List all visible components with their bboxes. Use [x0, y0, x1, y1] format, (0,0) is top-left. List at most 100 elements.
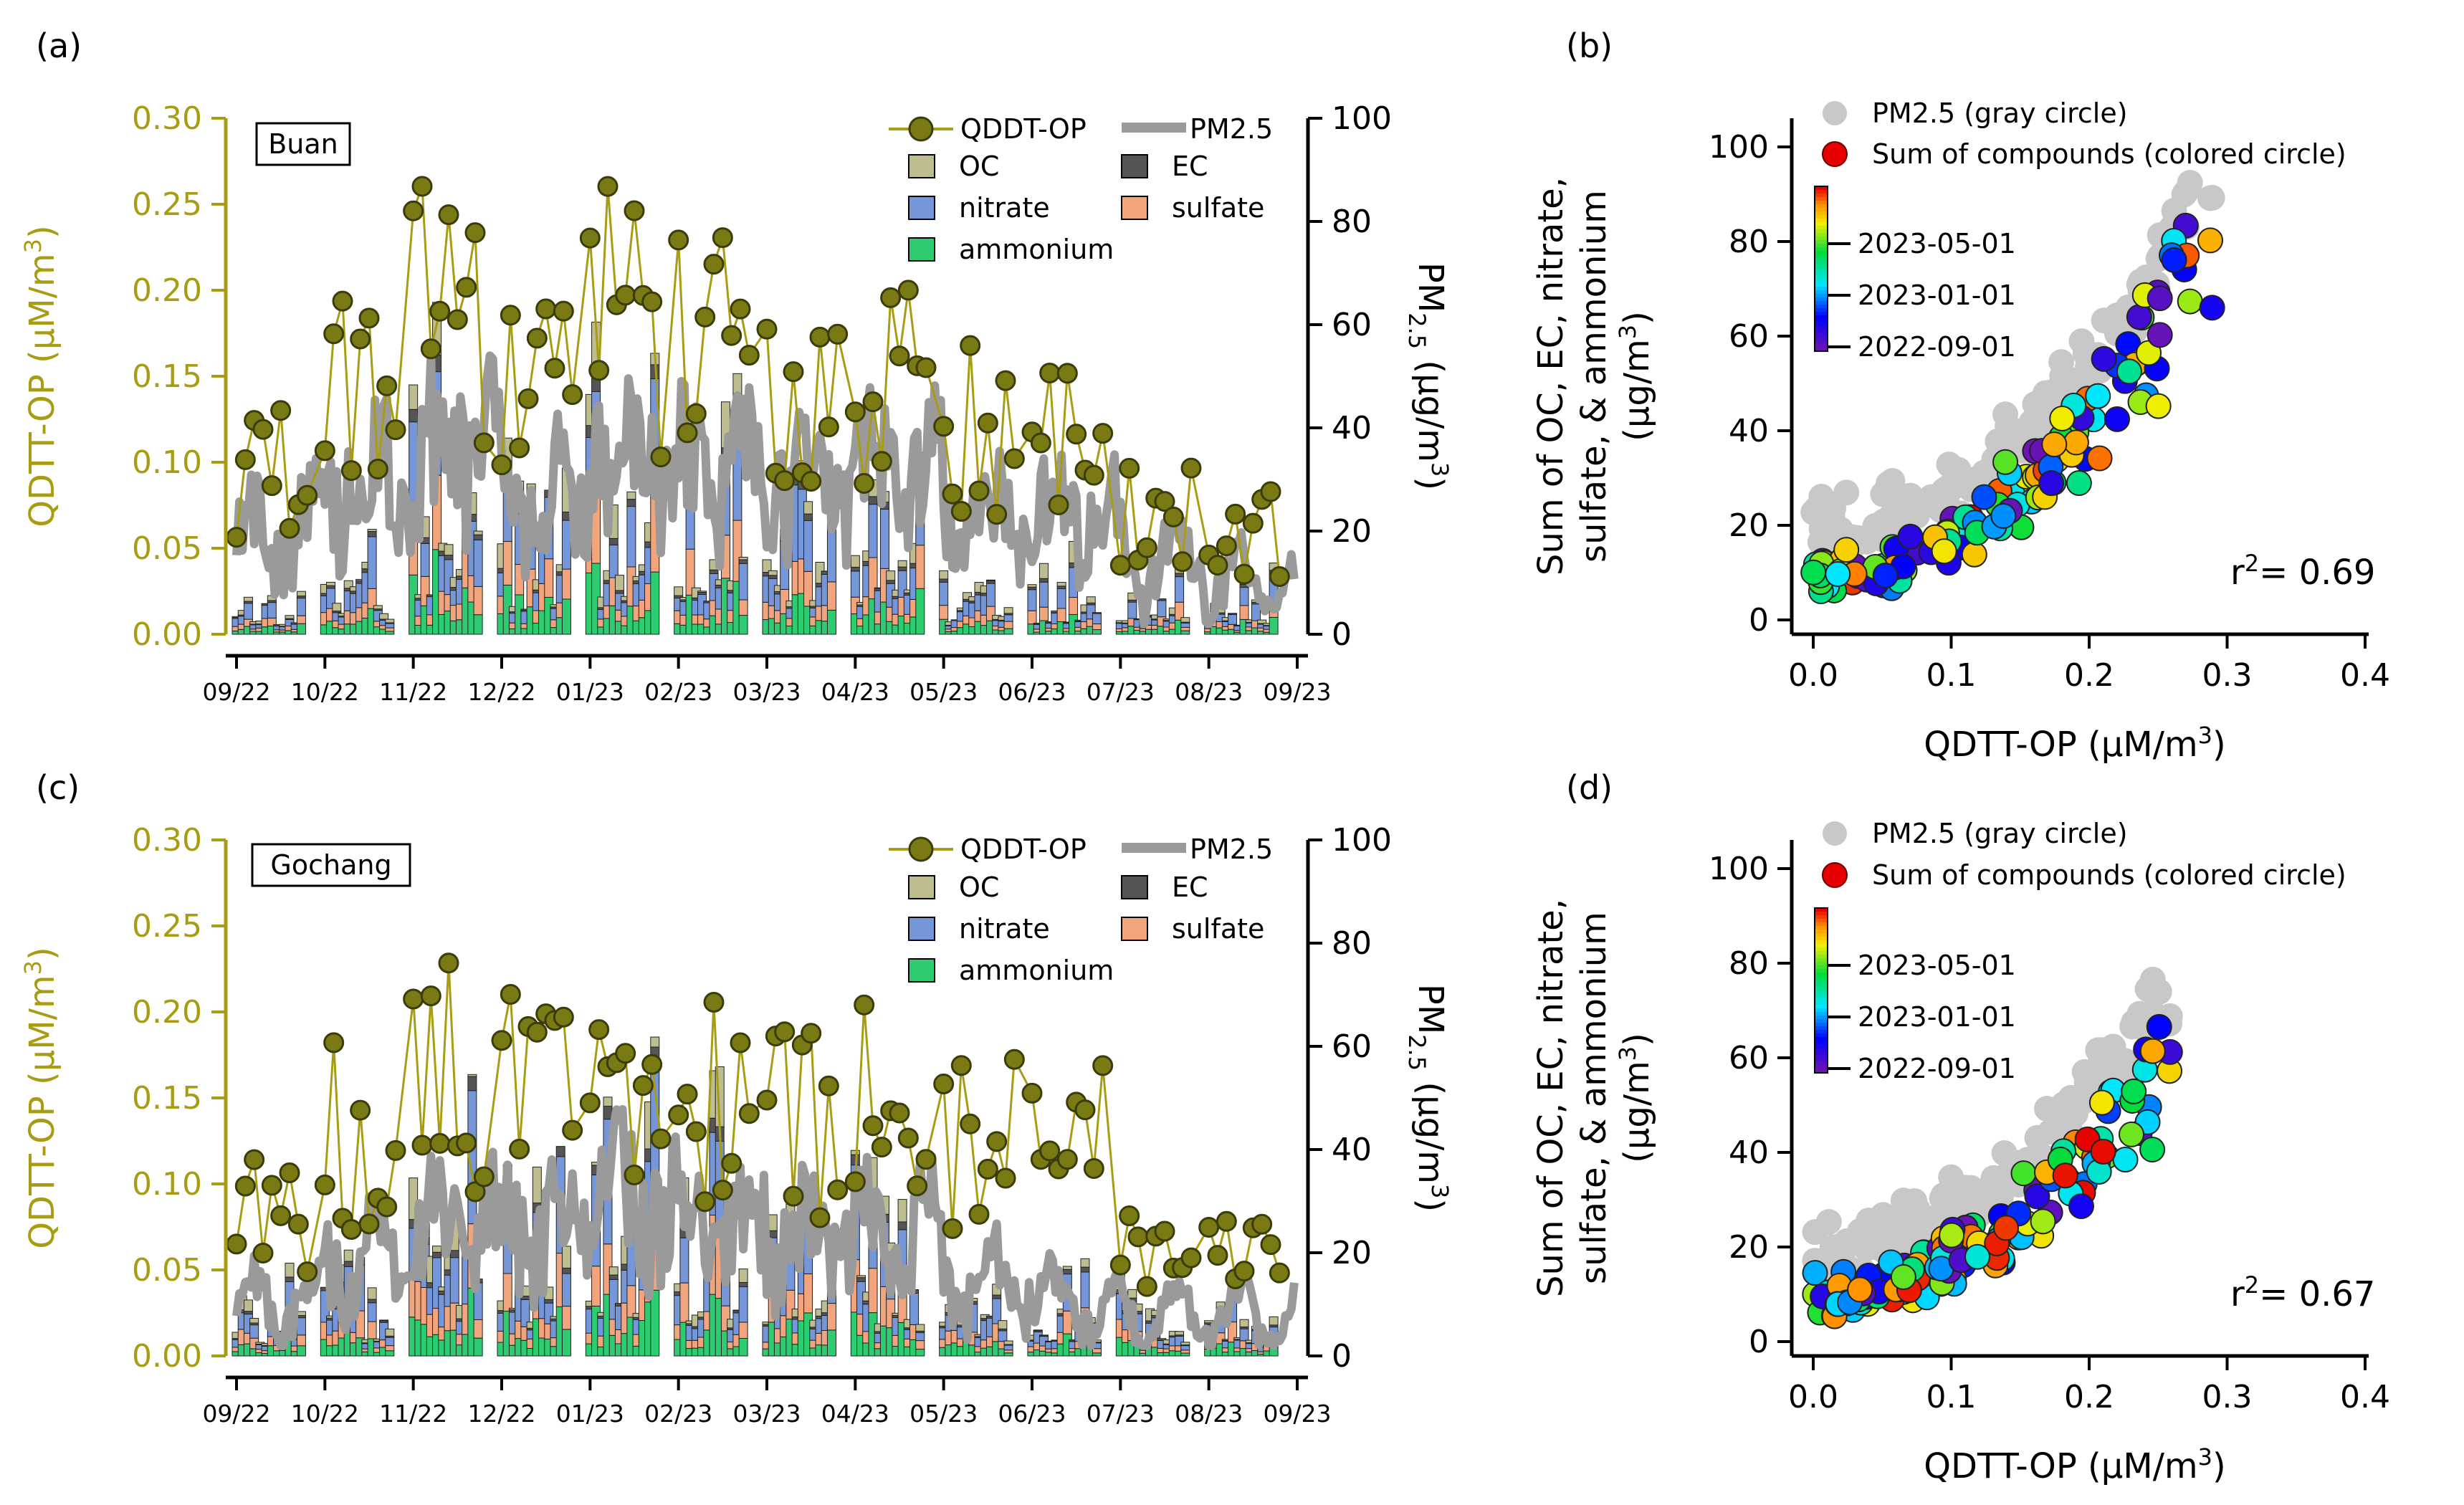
x-tick-label: 04/23 — [821, 1400, 889, 1428]
qdtt-point — [1154, 1220, 1175, 1242]
y-tick-label: 100 — [1709, 851, 1769, 887]
colorbar-cell — [1815, 244, 1828, 248]
qdtt-point — [1021, 1082, 1043, 1104]
x-tick-label: 04/23 — [821, 678, 889, 706]
bar-segment-oc — [603, 1096, 613, 1107]
bar-segment-nitrate — [868, 504, 878, 558]
bar-segment-ammonium — [385, 631, 395, 635]
bar-segment-oc — [249, 1318, 259, 1324]
pm25-point — [2112, 1048, 2139, 1074]
bar-segment-oc — [1056, 582, 1066, 587]
qdtt-point — [641, 1054, 663, 1075]
compound-point — [1890, 1263, 1916, 1290]
pm25-point — [1939, 1190, 1965, 1216]
colorbar-cell — [1815, 1044, 1828, 1048]
x-tick-label: 12/22 — [467, 1400, 535, 1428]
bar-segment-nitrate — [1251, 603, 1261, 621]
y-right-tick-label: 100 — [1332, 100, 1392, 137]
bar-segment-nitrate — [985, 583, 995, 607]
x-tick-label: 02/23 — [644, 1400, 712, 1428]
bar-segment-nitrate — [850, 570, 860, 598]
bar-segment-ammonium — [915, 588, 925, 635]
qdtt-point — [801, 471, 822, 492]
qdtt-point — [871, 451, 892, 472]
bar-segment-oc — [915, 1324, 925, 1332]
colorbar-tick-label: 2022-09-01 — [1858, 331, 2016, 363]
colorbar-cell — [1815, 912, 1828, 916]
qdtt-point — [252, 419, 274, 440]
bar-segment-oc — [998, 1320, 1008, 1329]
bar-segment-oc — [532, 1166, 542, 1204]
bar-segment-sulfate — [385, 627, 395, 632]
qdtt-point — [376, 1196, 398, 1218]
pm25-line — [232, 351, 1299, 629]
bar-segment-ec — [768, 1230, 778, 1238]
bar-segment-oc — [285, 615, 295, 619]
qdtt-point — [403, 200, 424, 221]
bar-segment-nitrate — [1228, 614, 1238, 625]
panel-c: (c) 0.00 0.05 0.10 0.15 0.20 0.25 0.30 0 20 40 60 8… — [19, 768, 1453, 1428]
bar-segment-oc — [385, 618, 395, 624]
compound-point — [1990, 502, 2017, 529]
qdtt-point — [1260, 481, 1281, 502]
bar-segment-nitrate — [1038, 581, 1049, 608]
bar-segment-oc — [473, 530, 483, 535]
colorbar-cell — [1815, 1066, 1828, 1070]
colorbar-cell — [1815, 305, 1828, 309]
qdtt-point — [615, 1043, 636, 1064]
qdtt-point — [403, 988, 424, 1010]
qdtt-point — [730, 1032, 751, 1054]
bar-segment-nitrate — [1056, 588, 1066, 609]
bar-segment-oc — [1269, 1316, 1279, 1326]
bar-segment-nitrate — [679, 1237, 689, 1284]
bar-segment-sulfate — [868, 1268, 878, 1314]
compound-point — [2112, 1147, 2139, 1173]
bar-segment-ec — [449, 1250, 459, 1258]
colorbar-cell — [1815, 1005, 1828, 1009]
bar-segment-oc — [626, 491, 636, 500]
bar-segment-ec — [897, 1221, 907, 1231]
pm25-point — [1879, 467, 1906, 494]
bar-segment-nitrate — [296, 598, 306, 616]
pm25-point — [2091, 307, 2117, 334]
legend-qdtt-label: QDDT-OP — [960, 113, 1087, 145]
panel-a: (a) 0.00 0.05 0.10 0.15 0.20 0.25 0.30 0 20 40 60 8… — [19, 27, 1453, 706]
y-left-tick-label: 0.30 — [132, 100, 202, 137]
bar-segment-oc — [1003, 1340, 1013, 1345]
bar-segment-ec — [467, 1076, 477, 1091]
ticks-d: 0 20 40 60 80 100 0.0 0.1 0.2 0.3 0.4 — [1709, 851, 2390, 1415]
compound-point — [2147, 285, 2173, 312]
compound-points-d — [1802, 1013, 2183, 1329]
bar-segment-ammonium — [650, 1289, 660, 1357]
qdtt-point — [960, 335, 981, 356]
colorbar-cell — [1815, 933, 1828, 937]
bar-segment-ec — [626, 499, 636, 507]
compound-point — [1971, 484, 1997, 510]
qdtt-point — [350, 328, 371, 350]
qdtt-point — [1109, 555, 1131, 576]
bar-segment-ec — [561, 1267, 571, 1274]
qdtt-point — [703, 992, 725, 1013]
bar-segment-ec — [432, 1251, 442, 1258]
compound-point — [2199, 295, 2225, 321]
legend-sulfate-label: sulfate — [1172, 192, 1264, 224]
bar-segment-nitrate — [608, 544, 619, 578]
bar-segment-sulfate — [473, 1319, 483, 1339]
x-label-d: QDTT-OP (µM/m3) — [1924, 1443, 2225, 1486]
qdtt-point — [517, 388, 539, 409]
y-tick-label: 100 — [1709, 129, 1769, 166]
qdtt-point — [1030, 432, 1051, 454]
y-label-d: Sum of OC, EC, nitrate, sulfate, & ammon… — [1531, 899, 1657, 1297]
qdtt-point — [234, 1175, 256, 1197]
qdtt-point — [323, 1032, 345, 1054]
pm25-point — [2121, 1009, 2147, 1036]
bar-segment-nitrate — [267, 602, 277, 618]
bar-segment-oc — [1157, 1338, 1167, 1340]
bar-segment-sulfate — [1239, 605, 1249, 620]
qdtt-point — [553, 1006, 574, 1028]
bar-segment-oc — [409, 384, 419, 410]
y-right-tick-label: 40 — [1332, 410, 1372, 446]
colorbar-cell — [1815, 1026, 1828, 1031]
qdtt-point — [968, 480, 990, 502]
qdtt-point — [694, 306, 716, 328]
